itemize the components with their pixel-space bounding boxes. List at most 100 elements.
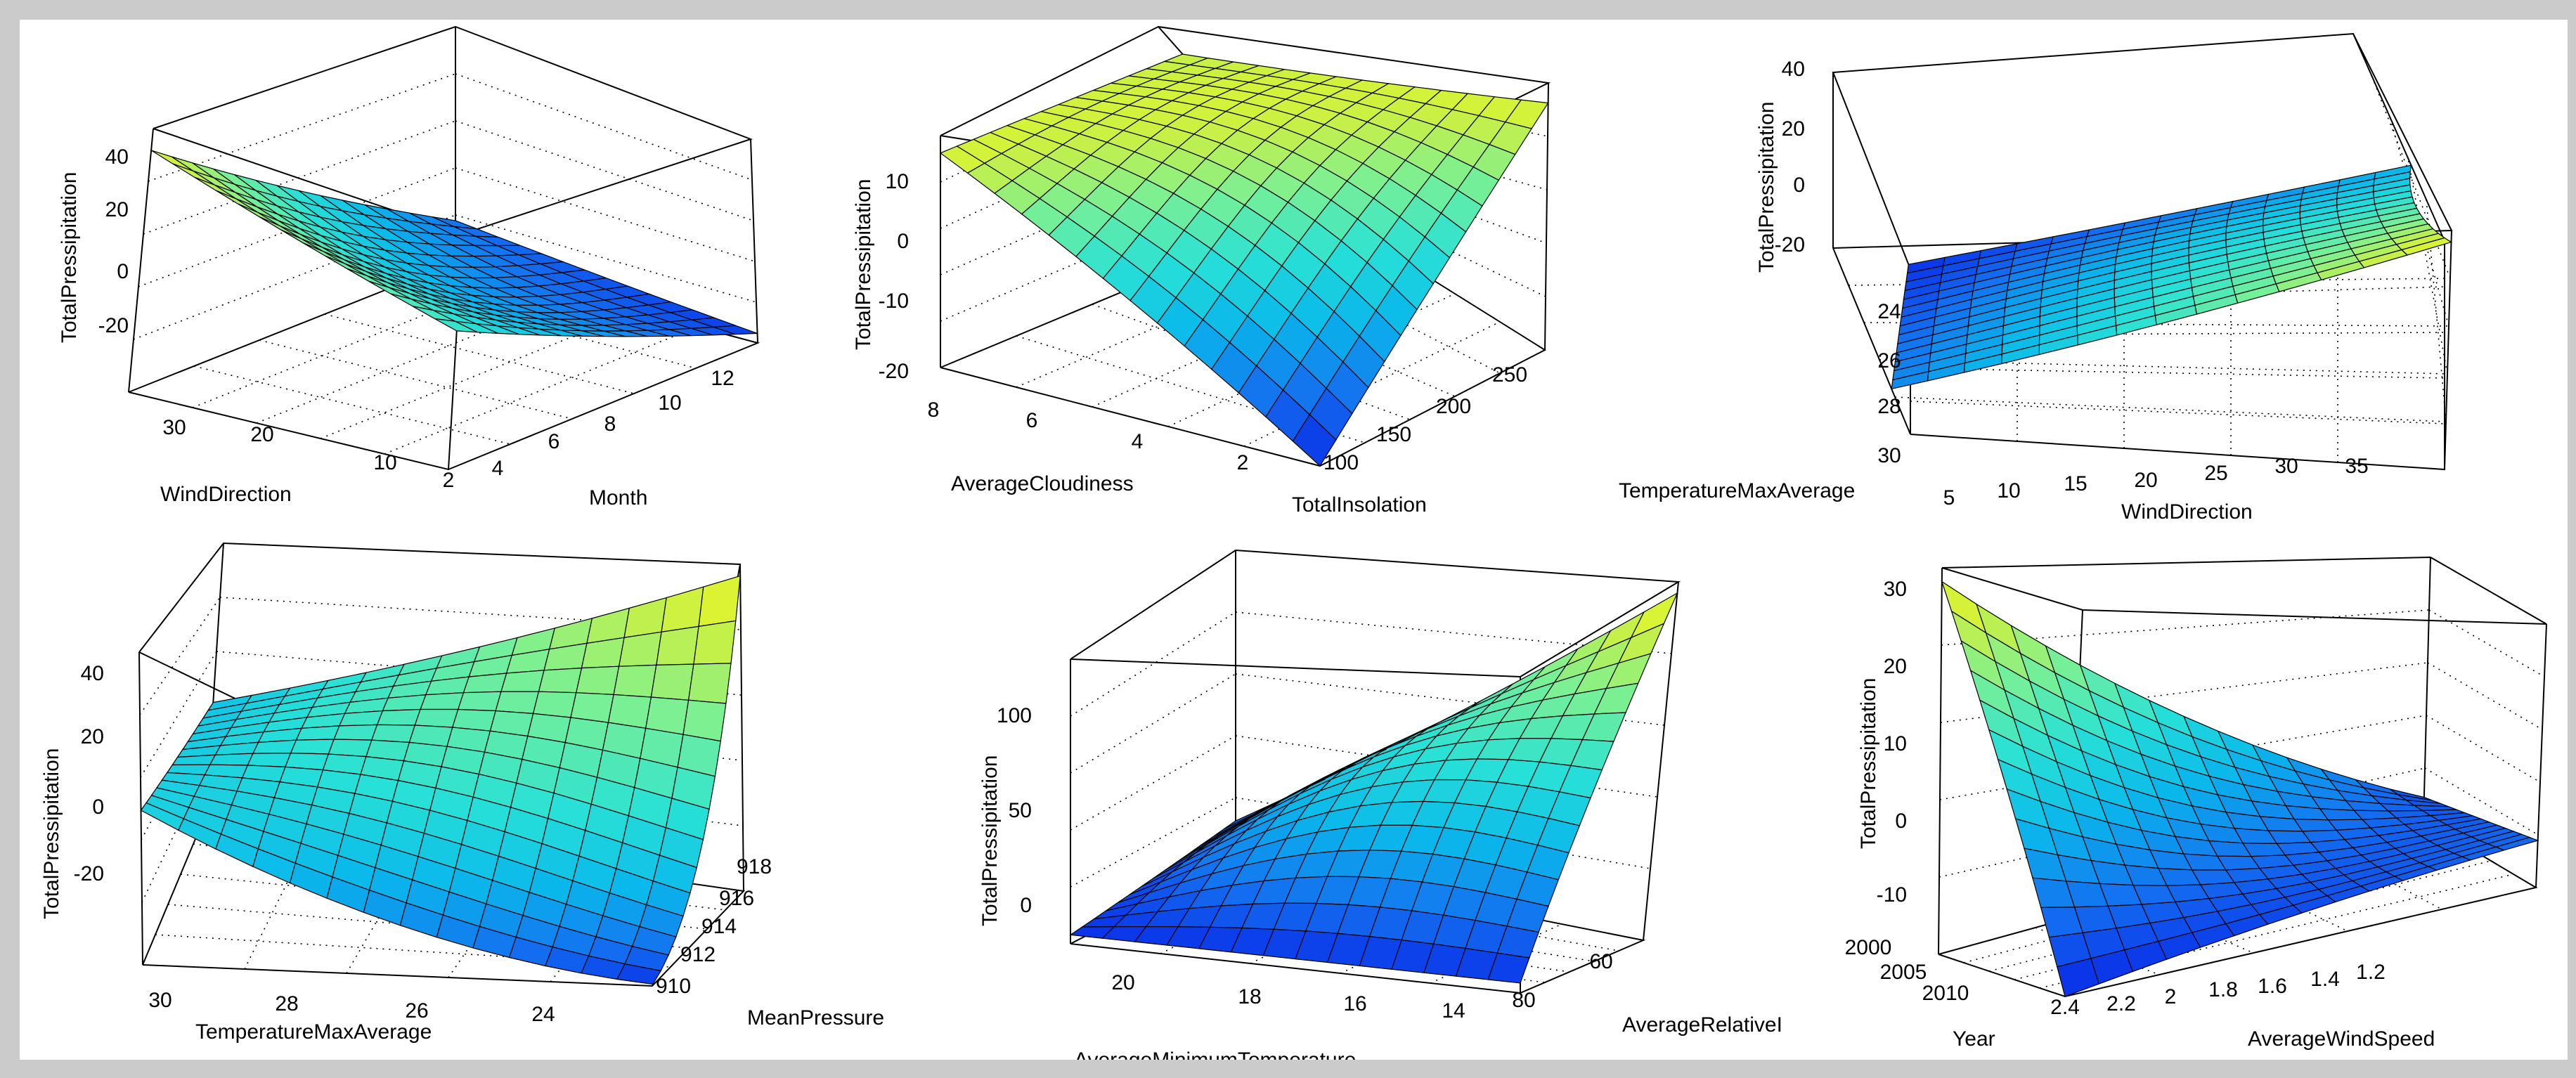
surface-cell [618,631,662,667]
y-tick-label: 200 [1436,395,1471,418]
y-tick-label: 910 [656,975,691,998]
y-tick-label: 912 [680,943,716,966]
surface-cell [687,663,732,704]
z-tick-label: 10 [1884,732,1907,755]
grid-line [133,214,456,340]
x-tick-label: 8 [928,398,940,422]
surface-mesh [150,150,758,337]
grid-line [2426,715,2541,783]
grid-line [1910,401,2445,424]
z-tick-label: 30 [1884,578,1907,601]
surface-cell [613,664,657,698]
y-tick-label: 250 [1492,363,1527,387]
z-tick-label: -10 [1877,883,1907,907]
box-edge [138,651,143,966]
grid-line [940,99,1224,229]
y-tick-label: 918 [737,855,772,878]
surface-cell [661,586,704,633]
grid-line [2371,74,2451,279]
x-axis-label: TemperatureMaxAverage [195,1020,432,1044]
grid-line [1910,368,2445,379]
y-tick-label: 4 [492,457,504,480]
z-axis-label: TotalPressipitation [1755,102,1778,273]
surface-plot-2: 100-10-208 642 100150200250TotalPressipita… [852,25,1551,517]
axes-box [128,25,760,471]
x-tick-label: 24 [1877,300,1901,323]
surface-cell [2057,958,2099,997]
x-tick-label: 18 [1238,985,1261,1008]
x-tick-label: 26 [1877,349,1901,372]
grid [133,73,757,455]
y-tick-label: 6 [548,430,560,453]
surface-cell [1891,371,1929,390]
grid-line [384,326,698,455]
surface-cell [328,739,373,758]
box-edge [750,138,758,344]
box-edge [2444,230,2452,470]
surface-plot-3: 40 20 0 -20 24 26 28 30 5 10 15 20 25 30 35 TotalPressi… [1619,32,2453,524]
grid-line [1863,322,2449,327]
grid-line [1235,673,1665,726]
x-tick-label: 20 [1111,971,1134,994]
surface-cell [1292,414,1337,467]
surface-cell [575,665,620,696]
x-tick-label: 2 [1237,451,1249,474]
surface-cell [247,752,292,768]
surface-mesh [1941,580,2539,997]
z-tick-label: 0 [1020,894,1032,917]
grid-line [2428,609,2545,677]
y-tick-label: 80 [1512,989,1535,1012]
surface-cell [693,620,737,665]
y-tick-label: 5 [1943,486,1955,509]
z-tick-label: 40 [81,662,104,685]
surface-cell [698,575,741,628]
z-tick-label: -20 [98,314,129,337]
grid-line [2427,662,2543,730]
x-axis-label: TemperatureMaxAverage [1619,479,1855,502]
z-tick-label: -20 [74,862,104,885]
grid-line [1894,396,2447,422]
tick-labels: 100 50 0 20 18 16 14 80 60 [997,704,1613,1022]
z-tick-label: 20 [105,198,129,221]
grid-line [1070,611,1236,717]
tick-labels: 40 20 0 -20 30 28 26 24 910 912 914 916 918 [74,662,772,1026]
box-edge [2423,557,2431,822]
y-axis-label: TotalInsolation [1292,493,1427,517]
z-tick-label: 40 [1782,58,1805,81]
surface-cell [500,670,545,692]
x-tick-label: 2005 [1880,961,1927,984]
x-axis-label: Year [1953,1027,1995,1051]
box-edge [739,564,744,892]
tick-labels: 40 20 0 -20 30 20 10 2 4 6 8 10 12 [98,145,734,492]
surface-cell [538,667,583,694]
grid-line [139,597,221,715]
z-tick-label: 20 [81,725,104,748]
surface-cell [370,724,416,743]
x-tick-label: 24 [531,1003,555,1026]
surface-cell [252,739,297,754]
z-axis-label: TotalPressipitation [852,179,875,350]
z-tick-label: 0 [1895,810,1907,833]
y-axis-label: WindDirection [2121,500,2253,524]
grid-line [141,759,210,903]
box-edge [1544,82,1549,351]
surface-cell [457,691,502,712]
y-tick-label: 1.2 [2356,961,2386,984]
surface-plot-5: 100 50 0 20 18 16 14 80 60 TotalPressipitation Ave… [978,549,1782,1060]
y-tick-label: 10 [658,391,681,415]
surface-cell [333,724,378,741]
z-tick-label: 0 [117,260,129,283]
x-tick-label: 30 [148,989,171,1012]
surface-cell [414,708,459,728]
surface-cell [650,663,694,701]
x-tick-label: 26 [405,999,428,1022]
y-tick-label: 150 [1376,423,1411,446]
y-axis-label: MeanPressure [747,1006,884,1030]
x-tick-label: 16 [1343,992,1366,1015]
x-axis-label: AverageMinimumTemperature [1074,1048,1356,1060]
grid-line [2039,874,2514,989]
y-tick-label: 100 [1323,451,1359,474]
grid-line [455,120,754,221]
surface-cell [420,692,465,710]
